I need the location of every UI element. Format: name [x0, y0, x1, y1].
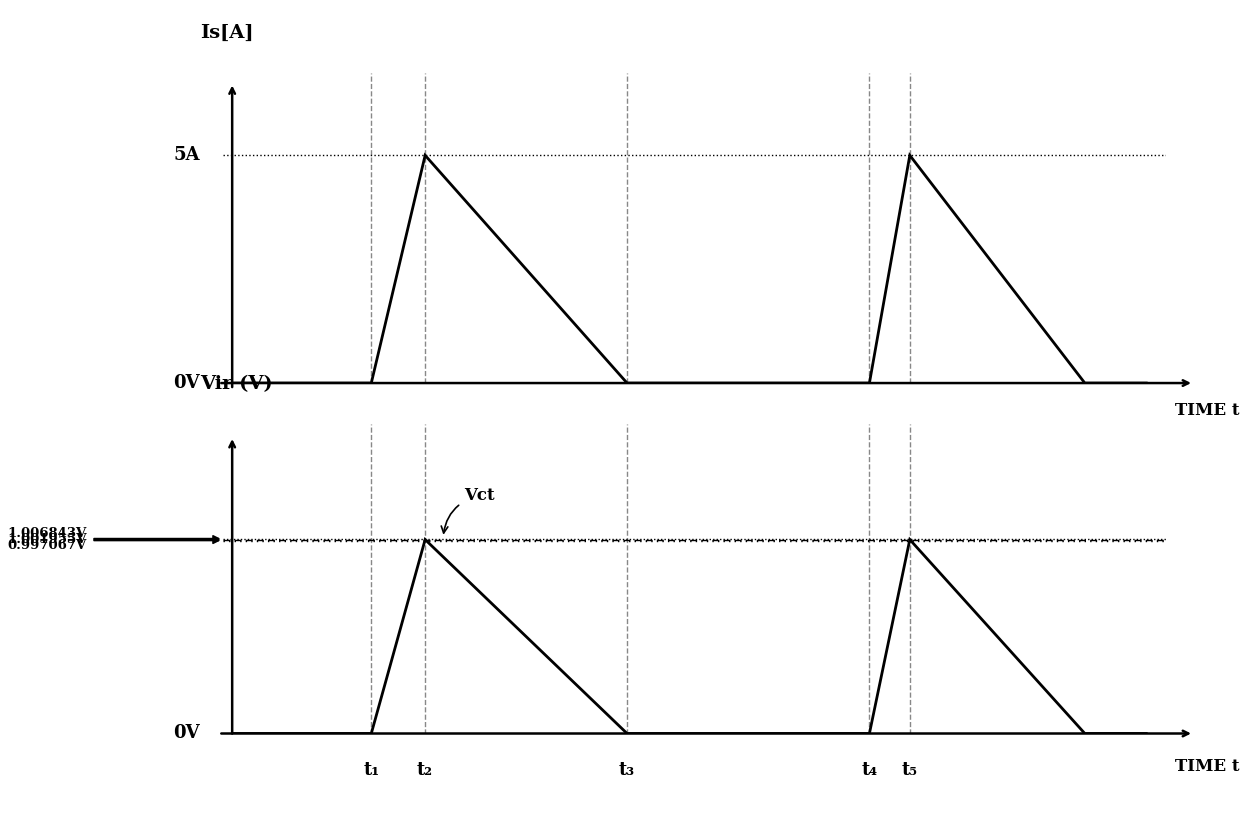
Text: 1.001955V: 1.001955V: [7, 533, 87, 546]
Text: 0.997067V: 0.997067V: [7, 539, 87, 552]
Text: 1.006843V: 1.006843V: [7, 527, 87, 540]
Text: TIME t[μ S]: TIME t[μ S]: [1176, 758, 1240, 775]
Text: 5A: 5A: [174, 147, 200, 165]
Text: t₁: t₁: [363, 761, 379, 779]
Text: Vir (V): Vir (V): [200, 375, 273, 393]
Text: t₄: t₄: [862, 761, 878, 779]
Text: TIME t[μ S]: TIME t[μ S]: [1176, 402, 1240, 419]
Text: t₂: t₂: [417, 761, 433, 779]
Text: Vct: Vct: [441, 487, 495, 533]
Text: Is[A]: Is[A]: [200, 24, 253, 42]
Text: 0V: 0V: [174, 374, 200, 392]
Text: 0V: 0V: [174, 725, 200, 742]
Text: t₅: t₅: [901, 761, 918, 779]
Text: t₃: t₃: [619, 761, 635, 779]
